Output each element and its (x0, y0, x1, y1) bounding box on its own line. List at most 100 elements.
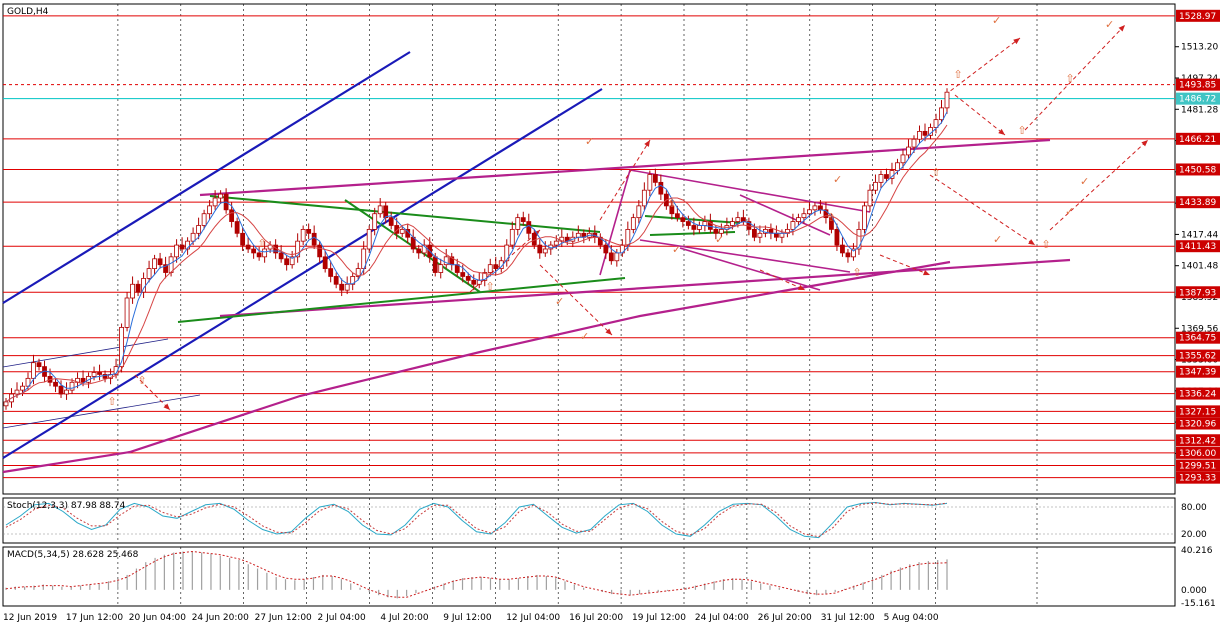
x-tick-label: 12 Jun 2019 (3, 613, 57, 623)
candle-body (300, 228, 306, 242)
candle-body (394, 225, 400, 234)
candle-body (487, 264, 493, 273)
candle-body (146, 268, 152, 279)
forecast-arrows (134, 24, 1149, 411)
candle-body (245, 244, 251, 250)
candle-body (328, 268, 334, 277)
candle-body (674, 213, 680, 219)
candle-body (917, 130, 922, 140)
candle-body (432, 256, 438, 273)
candle-body (526, 221, 532, 234)
green-trend-line (209, 195, 601, 233)
candle-body (388, 217, 394, 226)
price-level-badge (1176, 286, 1220, 299)
candle-body (333, 276, 339, 285)
x-tick-label: 12 Jul 04:00 (506, 613, 560, 623)
forecast-arrow-line (134, 374, 171, 411)
candle-body (509, 228, 515, 246)
candle-body (933, 119, 939, 128)
small-channel-line (2, 394, 201, 429)
panel-frames (2, 3, 1176, 607)
candle-body (906, 146, 911, 156)
price-level-badge (1176, 349, 1220, 362)
blue-channel-line (2, 88, 603, 459)
candle-body (895, 162, 900, 171)
price-level-value: 1466.21 (1179, 135, 1216, 145)
candle-body (460, 272, 466, 277)
forecast-arrow-line (954, 94, 1006, 136)
candle-body (317, 244, 323, 258)
price-level-value: 1450.58 (1179, 165, 1216, 175)
forecast-arrowhead (163, 403, 170, 410)
price-level-value: 1355.62 (1179, 352, 1216, 362)
candle-body (856, 228, 862, 250)
candle-body (14, 389, 20, 395)
candle-body (295, 240, 301, 258)
check-marker: ✓ (1065, 205, 1074, 218)
candle-body (64, 389, 69, 395)
check-marker: ✓ (715, 233, 724, 246)
green-trend-line (644, 215, 741, 224)
candle-body (735, 217, 741, 222)
candle-body (284, 258, 290, 266)
forecast-arrowhead (923, 270, 930, 276)
candle-body (366, 228, 372, 250)
x-tick-label: 31 Jul 12:00 (821, 613, 875, 623)
magenta-pattern-line (599, 169, 631, 276)
candle-body (845, 252, 851, 258)
candle-body (867, 189, 873, 207)
x-tick-label: 5 Aug 04:00 (884, 613, 939, 623)
candle-body (751, 228, 757, 238)
stoch-panel: Stoch(12,3,3) 87.98 88.74 80.00 20.00 (3, 501, 1207, 540)
x-tick-label: 16 Jul 20:00 (569, 613, 623, 623)
y-tick-label: 1369.56 (1181, 324, 1218, 334)
candle-body (729, 221, 735, 226)
price-level-badge (1176, 196, 1220, 209)
price-level-badge (1176, 471, 1220, 484)
symbol-title: GOLD,H4 (7, 7, 49, 17)
candle-body (438, 264, 444, 273)
candle-body (163, 264, 168, 273)
price-level-badge (1176, 434, 1220, 447)
candle-body (707, 221, 713, 230)
candle-body (212, 197, 218, 207)
current-price-badge (1176, 92, 1220, 105)
candle-body (774, 232, 779, 238)
price-level-value: 1528.97 (1179, 12, 1216, 22)
candle-body (818, 205, 823, 211)
candle-body (124, 297, 130, 328)
candle-body (262, 248, 268, 258)
forecast-arrowhead (644, 140, 650, 147)
price-level-badge (1176, 331, 1220, 344)
candle-body (900, 154, 906, 164)
candle-body (823, 209, 829, 219)
price-level-value: 1364.75 (1179, 334, 1216, 344)
candle-body (25, 377, 31, 387)
macd-signal-line (5, 550, 948, 598)
up-arrow-marker: ⇧ (931, 166, 940, 179)
stoch-scale-20: 20.00 (1181, 530, 1207, 540)
price-level-value: 1299.51 (1179, 462, 1216, 472)
candle-body (840, 244, 845, 254)
candle-body (185, 240, 190, 250)
candle-body (207, 205, 213, 215)
price-level-value: 1347.39 (1179, 368, 1216, 378)
candle-body (383, 205, 389, 219)
candle-body (465, 276, 471, 281)
price-level-badge (1176, 365, 1220, 378)
price-levels: 1528.97 1493.85 1466.21 1450.58 1433.89 1411.… (3, 9, 1220, 484)
x-tick-label: 17 Jun 12:00 (66, 613, 123, 623)
y-tick-label: 1481.28 (1181, 105, 1218, 115)
up-arrow-marker: ⇧ (826, 211, 835, 224)
check-marker: ✓ (1080, 175, 1089, 188)
up-arrow-marker: ⇧ (1041, 238, 1050, 251)
candle-body (256, 252, 262, 258)
forecast-arrowhead (1141, 140, 1148, 147)
candle-body (443, 256, 449, 266)
small-channel-line (2, 338, 169, 368)
forecast-arrowhead (798, 284, 805, 290)
check-marker: ✓ (580, 330, 589, 343)
candle-body (647, 174, 653, 191)
